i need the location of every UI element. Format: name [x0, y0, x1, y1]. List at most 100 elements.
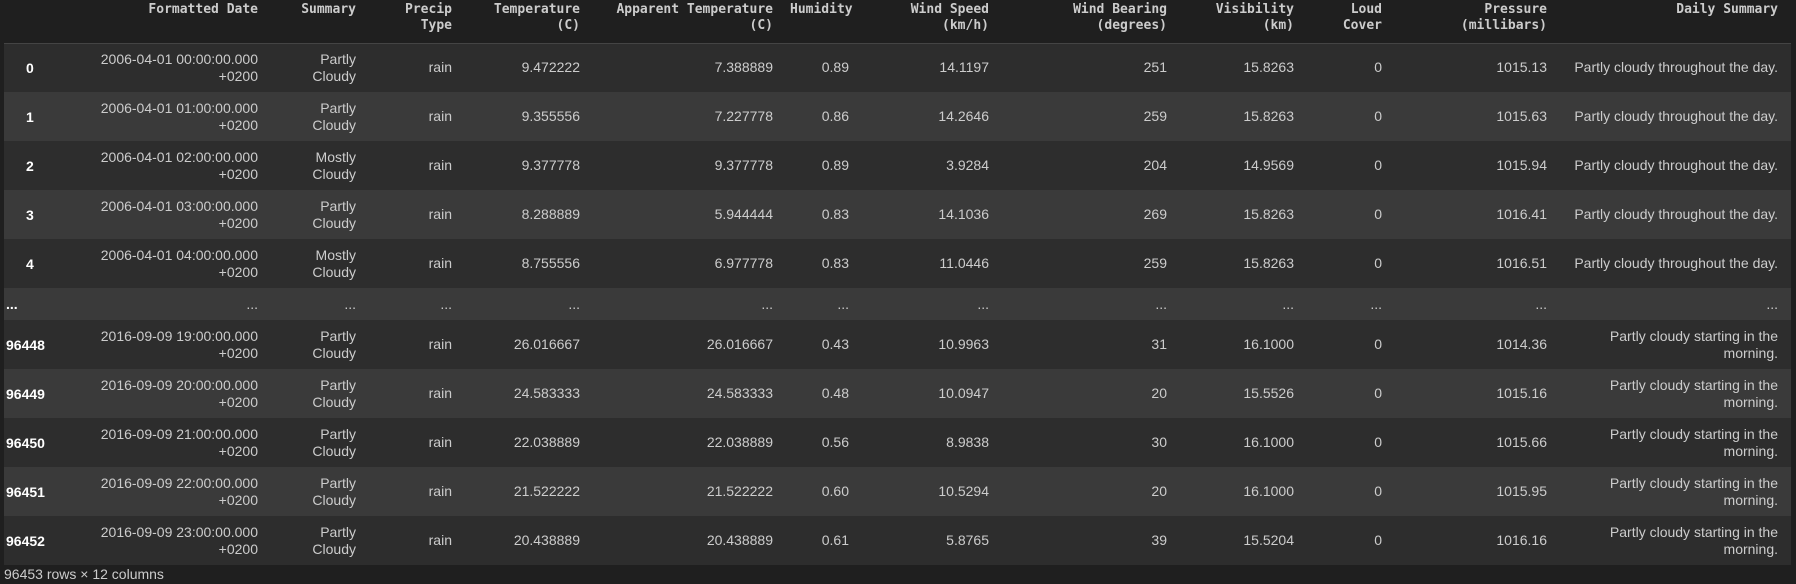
dataframe-output: Formatted Date Summary Precip Type Tempe…	[4, 0, 1796, 565]
cell-apparent-temperature: 20.438889	[706, 532, 773, 548]
cell-wind-speed: 14.1036	[938, 206, 989, 222]
cell-loud-cover: 0	[1374, 483, 1382, 499]
cell-pressure: 1015.94	[1496, 157, 1547, 173]
cell-apparent-temperature: 9.377778	[714, 157, 773, 173]
cell-loud-cover: 0	[1374, 385, 1382, 401]
cell-apparent-temperature: 5.944444	[714, 206, 773, 222]
cell-temperature: 9.355556	[521, 108, 580, 124]
cell-summary: Partly Cloudy	[312, 474, 356, 508]
table-row: 96451 2016-09-09 22:00:00.000 +0200 Partly…	[4, 467, 1791, 516]
row-index: 96452	[6, 532, 45, 549]
dataframe-table: Formatted Date Summary Precip Type Tempe…	[4, 0, 1791, 565]
cell-formatted-date: 2016-09-09 23:00:00.000 +0200	[100, 523, 258, 557]
cell-temperature: 26.016667	[513, 336, 580, 352]
table-row: 2 2006-04-01 02:00:00.000 +0200 Mostly Clo…	[4, 141, 1791, 190]
cell-humidity: 0.83	[821, 206, 849, 222]
column-header-visibility: Visibility (km)	[1180, 0, 1307, 44]
cell-humidity: 0.43	[821, 336, 849, 352]
cell-apparent-temperature: 7.388889	[714, 59, 773, 76]
cell-summary: Partly Cloudy	[312, 425, 356, 459]
cell-precip-type: ...	[440, 295, 452, 312]
cell-wind-speed: 10.9963	[938, 336, 989, 352]
cell-pressure: 1015.66	[1496, 434, 1547, 450]
cell-daily-summary: ...	[1766, 295, 1778, 312]
row-index: 2	[26, 157, 34, 174]
cell-temperature: 8.755556	[521, 255, 580, 271]
column-header-summary: Summary	[271, 0, 369, 44]
cell-daily-summary: Partly cloudy starting in the morning.	[1609, 523, 1778, 557]
cell-formatted-date: ...	[246, 295, 258, 312]
table-row: 96452 2016-09-09 23:00:00.000 +0200 Partly…	[4, 516, 1791, 565]
column-header-apparent-temperature: Apparent Temperature (C)	[593, 0, 786, 44]
cell-apparent-temperature: ...	[761, 295, 773, 312]
cell-formatted-date: 2006-04-01 04:00:00.000 +0200	[100, 246, 258, 280]
cell-formatted-date: 2016-09-09 22:00:00.000 +0200	[100, 474, 258, 508]
cell-loud-cover: 0	[1374, 434, 1382, 450]
cell-temperature: 20.438889	[513, 532, 580, 548]
cell-visibility: 15.8263	[1243, 255, 1294, 271]
cell-humidity: 0.83	[821, 255, 849, 271]
column-header-humidity: Humidity	[786, 0, 862, 44]
cell-humidity: 0.56	[821, 434, 849, 450]
cell-loud-cover: ...	[1370, 295, 1382, 312]
cell-wind-bearing: 31	[1151, 336, 1167, 352]
cell-humidity: ...	[837, 295, 849, 312]
cell-wind-bearing: ...	[1155, 295, 1167, 312]
cell-temperature: 8.288889	[521, 206, 580, 222]
cell-daily-summary: Partly cloudy throughout the day.	[1574, 108, 1778, 124]
cell-wind-bearing: 30	[1151, 434, 1167, 450]
cell-apparent-temperature: 7.227778	[714, 108, 773, 124]
cell-visibility: 15.5526	[1243, 385, 1294, 401]
cell-daily-summary: Partly cloudy throughout the day.	[1574, 255, 1778, 271]
cell-apparent-temperature: 6.977778	[714, 255, 773, 271]
table-row: 1 2006-04-01 01:00:00.000 +0200 Partly Clo…	[4, 92, 1791, 141]
cell-summary: Partly Cloudy	[312, 523, 356, 557]
cell-wind-speed: 10.5294	[938, 483, 989, 499]
cell-loud-cover: 0	[1374, 532, 1382, 548]
cell-wind-speed: 3.9284	[946, 157, 989, 173]
cell-humidity: 0.60	[821, 483, 849, 499]
cell-summary: Partly Cloudy	[312, 376, 356, 410]
cell-loud-cover: 0	[1374, 108, 1382, 124]
cell-precip-type: rain	[428, 206, 452, 222]
row-index: 96449	[6, 385, 45, 402]
cell-wind-bearing: 39	[1151, 532, 1167, 548]
cell-pressure: 1015.63	[1496, 108, 1547, 124]
cell-humidity: 0.48	[821, 385, 849, 401]
cell-visibility: 14.9569	[1243, 157, 1294, 173]
column-header-pressure: Pressure (millibars)	[1395, 0, 1560, 44]
cell-loud-cover: 0	[1374, 336, 1382, 352]
index-header	[4, 0, 80, 44]
cell-pressure: ...	[1535, 295, 1547, 312]
table-row: 96448 2016-09-09 19:00:00.000 +0200 Partly…	[4, 320, 1791, 369]
cell-precip-type: rain	[428, 108, 452, 124]
column-header-wind-bearing: Wind Bearing (degrees)	[1002, 0, 1180, 44]
cell-wind-bearing: 259	[1143, 108, 1167, 124]
cell-daily-summary: Partly cloudy starting in the morning.	[1609, 474, 1778, 508]
column-header-temperature: Temperature (C)	[465, 0, 593, 44]
cell-formatted-date: 2016-09-09 21:00:00.000 +0200	[100, 425, 258, 459]
cell-wind-bearing: 20	[1151, 385, 1167, 401]
cell-formatted-date: 2006-04-01 01:00:00.000 +0200	[100, 99, 258, 133]
cell-temperature: 9.377778	[521, 157, 580, 173]
cell-precip-type: rain	[428, 385, 452, 401]
row-index: 96451	[6, 483, 45, 500]
table-row: 96450 2016-09-09 21:00:00.000 +0200 Partly…	[4, 418, 1791, 467]
row-index: 4	[26, 255, 34, 272]
cell-apparent-temperature: 21.522222	[706, 483, 773, 499]
cell-summary: Partly Cloudy	[312, 197, 356, 231]
cell-pressure: 1015.16	[1496, 385, 1547, 401]
cell-pressure: 1016.41	[1496, 206, 1547, 222]
cell-pressure: 1014.36	[1496, 336, 1547, 352]
cell-visibility: 16.1000	[1243, 434, 1294, 450]
cell-apparent-temperature: 24.583333	[706, 385, 773, 401]
cell-temperature: 9.472222	[521, 59, 580, 76]
cell-daily-summary: Partly cloudy throughout the day.	[1574, 59, 1778, 76]
cell-wind-bearing: 204	[1143, 157, 1167, 173]
cell-wind-speed: ...	[977, 295, 989, 312]
cell-pressure: 1015.95	[1496, 483, 1547, 499]
cell-wind-speed: 14.1197	[939, 59, 989, 76]
cell-temperature: 24.583333	[513, 385, 580, 401]
cell-loud-cover: 0	[1374, 157, 1382, 173]
cell-wind-bearing: 269	[1143, 206, 1167, 222]
